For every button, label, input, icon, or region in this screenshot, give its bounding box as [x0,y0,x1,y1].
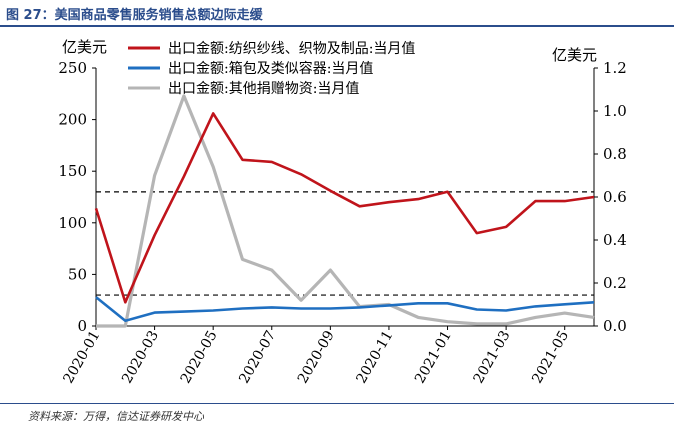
reference-lines [96,191,594,296]
x-tick-label: 2020-09 [295,328,338,386]
right-tick-label: 0.2 [603,274,627,292]
right-unit-label: 亿美元 [552,46,597,64]
right-tick-label: 0.6 [603,188,627,206]
right-tick-label: 0.0 [603,317,627,335]
legend: 出口金额:纺织纱线、织物及制品:当月值出口金额:箱包及类似容器:当月值出口金额:… [128,41,415,97]
x-tick-label: 2021-01 [412,328,455,386]
left-tick-label: 200 [58,111,87,129]
series-line-1 [94,112,595,304]
left-tick-label: 150 [58,162,87,180]
left-tick-label: 0 [77,317,87,335]
legend-label-3: 出口金额:其他捐赠物资:当月值 [168,81,359,97]
chart: 0 50 100 150 200 250 0.0 0.2 0.4 0.6 0.8 1.0 1.2 亿美元 亿… [58,38,627,386]
figure-title: 图 27：美国商品零售服务销售总额边际走缓 [6,8,263,23]
x-tick-label: 2020-11 [353,328,396,386]
left-tick-label: 250 [58,59,87,77]
left-tick-label: 50 [68,265,87,283]
series-lines [94,94,595,328]
x-tick-label: 2021-05 [529,328,572,386]
series-line-2 [95,296,595,323]
x-tick-label: 2020-05 [178,328,221,386]
title-rule [0,25,674,27]
source-note: 资料来源：万得，信达证券研发中心 [28,410,204,423]
left-unit-label: 亿美元 [62,38,107,56]
x-tick-label: 2020-03 [119,328,162,386]
source-rule [0,403,674,404]
x-tick-label: 2020-07 [236,328,279,386]
x-tick-label: 2021-03 [471,328,514,386]
legend-label-2: 出口金额:箱包及类似容器:当月值 [168,60,373,77]
right-tick-label: 1.0 [603,102,627,120]
right-tick-label: 0.4 [603,231,627,249]
x-tick-label: 2020-01 [61,328,104,386]
right-tick-label: 1.2 [603,59,627,77]
left-tick-label: 100 [58,214,87,232]
legend-label-1: 出口金额:纺织纱线、织物及制品:当月值 [168,41,415,57]
series-line-3 [96,94,595,328]
right-tick-label: 0.8 [603,145,627,163]
